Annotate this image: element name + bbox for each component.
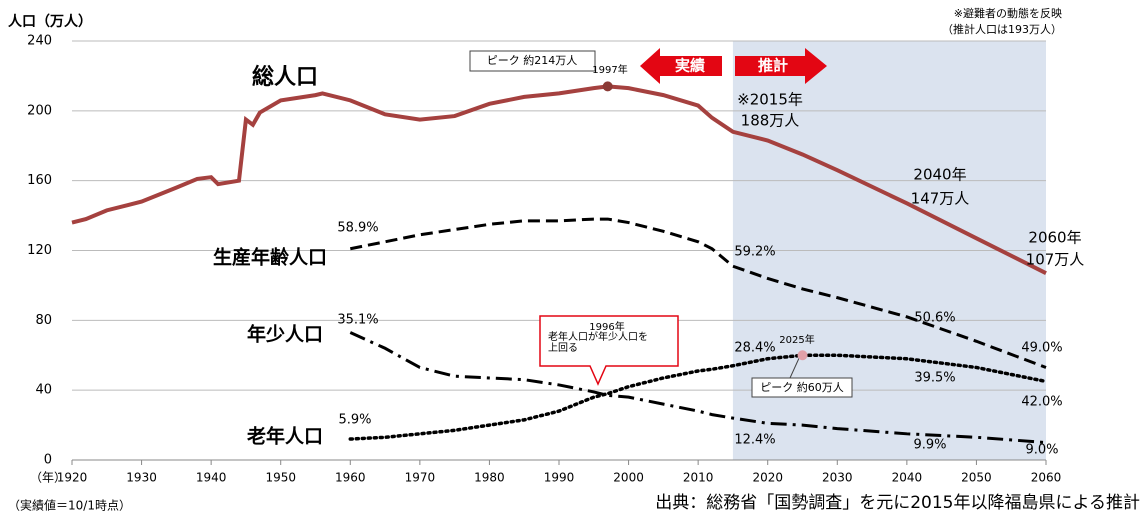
x-tick-label: 2060 <box>1031 471 1062 485</box>
annotation: 実績 <box>675 57 705 75</box>
peak-box-old <box>751 377 853 398</box>
annotation: ピーク 約60万人 <box>760 380 844 394</box>
annotation: 12.4% <box>734 433 775 448</box>
series-line <box>71 84 1047 275</box>
x-tick-label: 1980 <box>474 471 505 485</box>
y-tick-label: 200 <box>27 103 52 118</box>
annotation: 58.9% <box>337 221 378 236</box>
annotation: 2060年 <box>1028 229 1081 247</box>
x-tick-label: 1960 <box>335 471 366 485</box>
y-tick-label: 0 <box>44 453 52 468</box>
series-label: 年少人口 <box>247 323 323 346</box>
source: 出典：総務省「国勢調査」を元に2015年以降福島県による推計 <box>655 493 1140 513</box>
annotation: 107万人 <box>1026 251 1085 269</box>
y-tick-label: 120 <box>27 243 52 258</box>
x-tick-label: 1970 <box>405 471 436 485</box>
annotation: ピーク 約214万人 <box>487 53 578 67</box>
annotation: 上回る <box>548 342 578 354</box>
crossover-callout <box>539 315 679 386</box>
peak-marker <box>602 81 613 92</box>
series-line <box>349 217 1047 369</box>
annotation: 9.9% <box>913 438 946 453</box>
x-tick-label: 2020 <box>752 471 783 485</box>
note: （推計人口は193万人） <box>942 22 1062 36</box>
annotation: 1996年 <box>589 320 624 333</box>
annotation: 5.9% <box>338 413 371 428</box>
annotation: 42.0% <box>1021 395 1062 410</box>
y-tick-label: 40 <box>35 383 52 398</box>
x-tick-label: 1930 <box>126 471 157 485</box>
annotation: 老年人口が年少人口を <box>548 330 648 343</box>
annotation: 50.6% <box>914 311 955 326</box>
y-tick-label: 80 <box>35 313 52 328</box>
x-tick-label: 2030 <box>822 471 853 485</box>
x-tick-label: 2040 <box>892 471 923 485</box>
x-tick-label: 1990 <box>544 471 575 485</box>
annotation: 49.0% <box>1021 341 1062 356</box>
annotation: 2025年 <box>779 333 814 346</box>
x-tick-label: 2000 <box>613 471 644 485</box>
footnote: （実績値＝10/1時点） <box>8 498 131 513</box>
annotation: 推計 <box>758 57 788 75</box>
annotation: 147万人 <box>911 190 970 208</box>
y-tick-label: 240 <box>27 34 52 49</box>
peak-marker <box>797 350 808 361</box>
y-tick-label: 160 <box>27 173 52 188</box>
annotation: 28.4% <box>734 341 775 356</box>
callout-leader <box>789 355 801 379</box>
series-label: 老年人口 <box>247 425 323 448</box>
peak-box <box>469 50 596 72</box>
series-label: 総人口 <box>252 64 318 90</box>
series-line <box>348 353 1048 441</box>
projection-arrow <box>735 48 827 84</box>
x-tick-label: 2010 <box>683 471 714 485</box>
x-tick-label: 1920 <box>57 471 88 485</box>
x-tick-label: 1950 <box>265 471 296 485</box>
x-tick-label: 1940 <box>196 471 227 485</box>
annotation: 9.0% <box>1025 443 1058 458</box>
x-axis-label: （年） <box>30 471 66 485</box>
annotation: ※2015年 <box>737 91 803 109</box>
annotation: 2040年 <box>913 166 966 184</box>
actual-arrow <box>640 48 722 84</box>
annotation: 188万人 <box>741 112 800 130</box>
note: ※避難者の動態を反映 <box>954 6 1062 20</box>
annotation: 35.1% <box>337 313 378 328</box>
annotation: 1997年 <box>592 63 627 76</box>
x-tick-label: 2050 <box>961 471 992 485</box>
y-axis-label: 人口（万人） <box>8 13 92 30</box>
annotation: 39.5% <box>914 371 955 386</box>
annotation: 59.2% <box>734 245 775 260</box>
series-label: 生産年齢人口 <box>213 246 327 269</box>
